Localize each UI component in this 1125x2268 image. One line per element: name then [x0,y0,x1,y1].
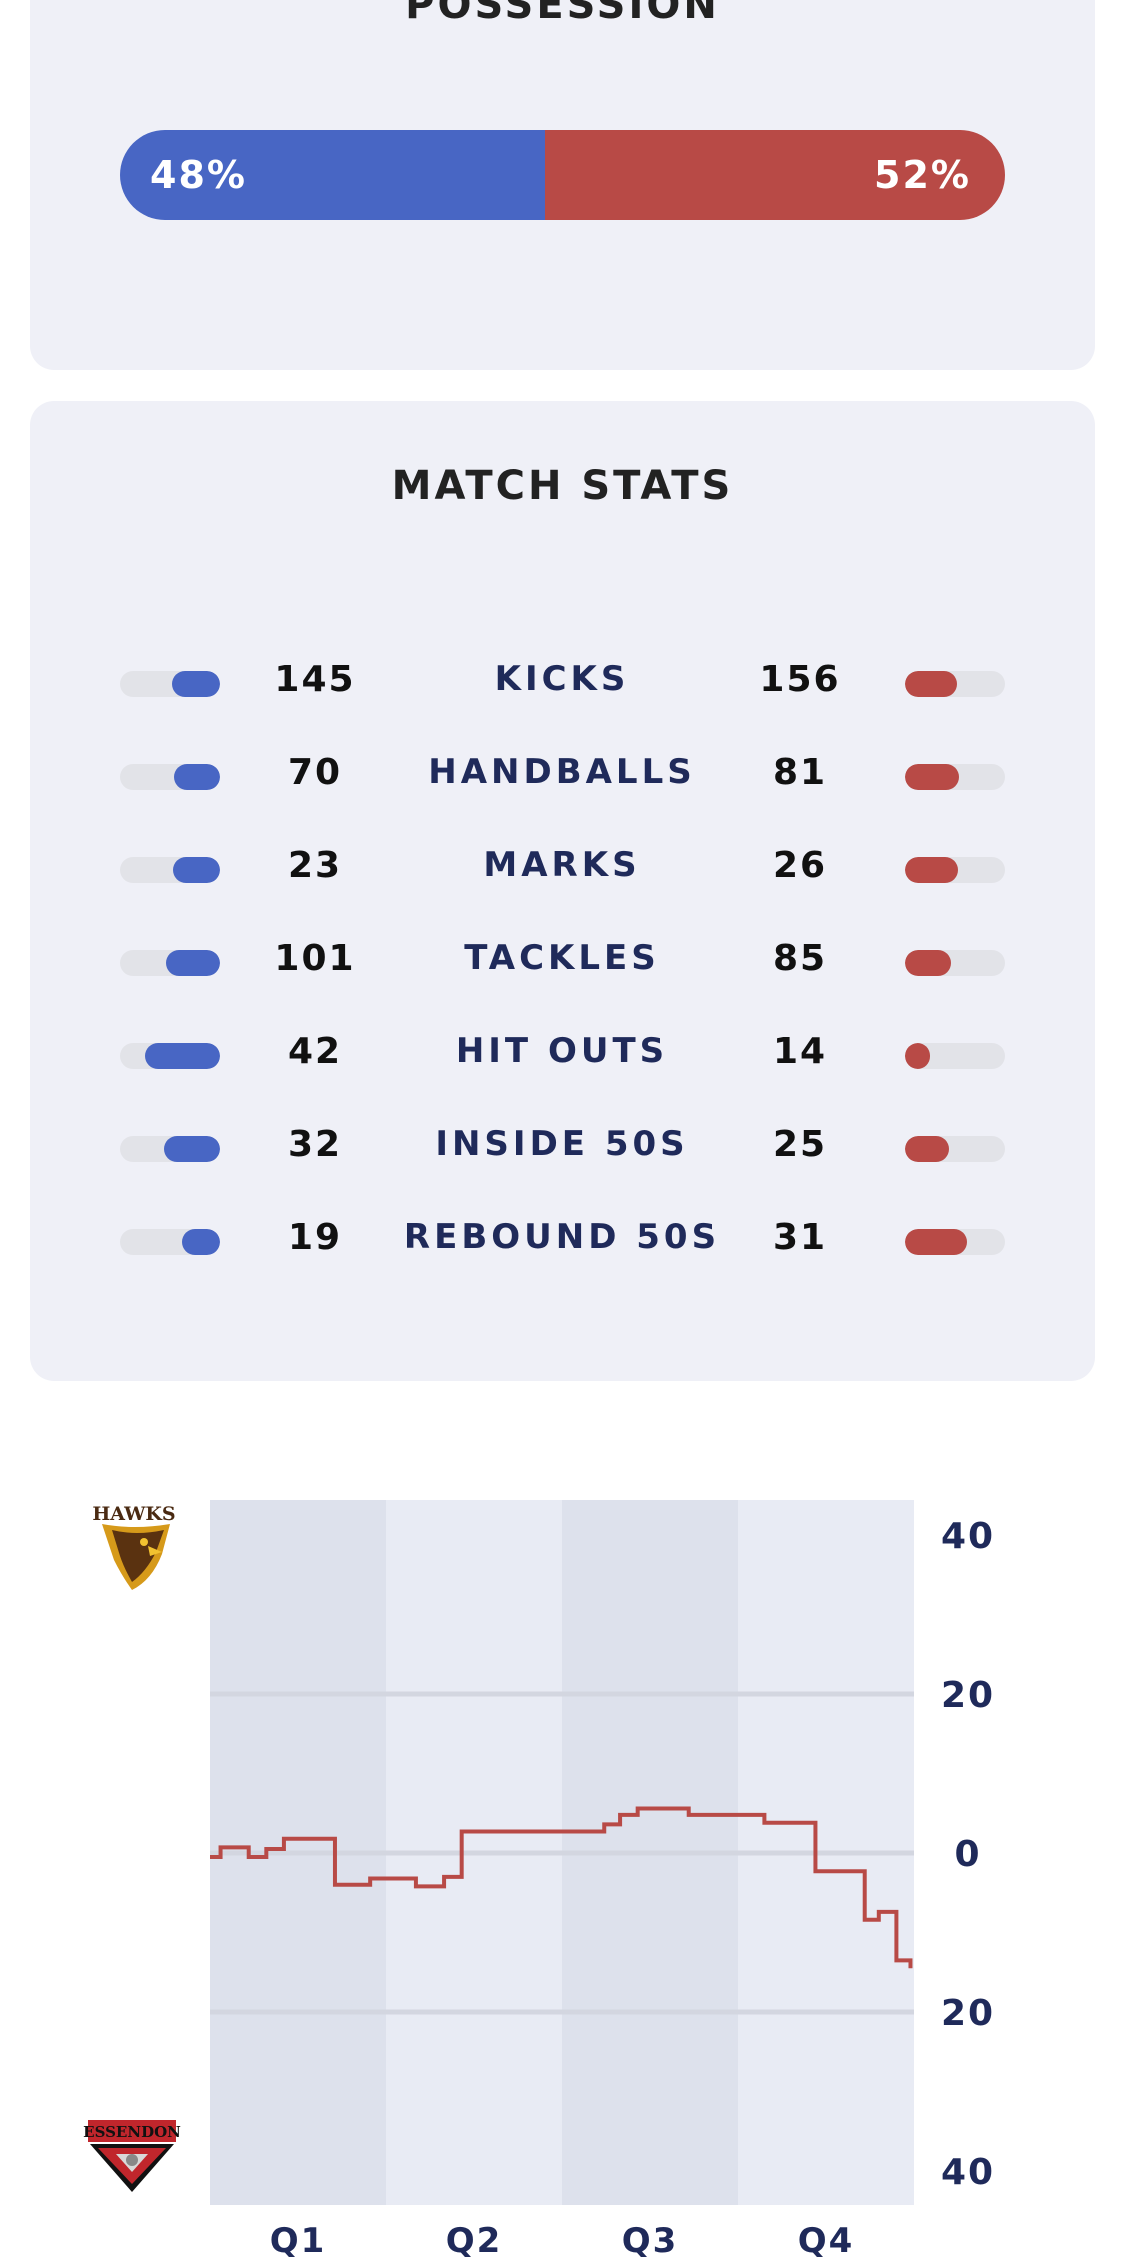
possession-home-label: 48% [150,153,247,197]
essendon-logo-text: ESSENDON [83,2123,181,2141]
away-stat-bar-fill [905,857,958,883]
possession-home-segment: 48% [120,130,545,220]
home-stat-bar [120,764,220,790]
y-tick-label: 40 [941,2152,995,2193]
away-stat-bar-fill [905,1229,967,1255]
hawks-logo-icon: HAWKS [92,1503,176,1590]
possession-away-label: 52% [874,153,971,197]
home-stat-value: 23 [287,845,343,886]
y-tick-label: 20 [941,1675,995,1716]
away-stat-value: 31 [772,1217,828,1258]
home-stat-bar-fill [182,1229,220,1255]
stat-label: REBOUND 50S [403,1217,721,1257]
away-stat-bar [905,1229,1005,1255]
home-stat-value: 145 [274,659,356,700]
y-tick-label: 0 [954,1834,981,1875]
home-stat-value: 32 [287,1124,343,1165]
home-stat-bar-fill [173,857,220,883]
away-stat-value: 81 [772,752,828,793]
away-stat-bar [905,857,1005,883]
possession-title: POSSESSION [405,0,720,28]
home-stat-bar [120,1136,220,1162]
possession-away-segment: 52% [544,130,1005,220]
home-stat-bar [120,671,220,697]
stat-label: HIT OUTS [455,1031,669,1071]
stat-row: 101 TACKLES 85 [30,932,1095,992]
away-stat-bar-fill [905,764,959,790]
away-stat-bar [905,671,1005,697]
y-axis-labels: 40 20 0 20 40 [941,1516,995,2193]
home-stat-value: 101 [274,938,356,979]
away-stat-bar [905,1043,1005,1069]
x-axis-labels: Q1 Q2 Q3 Q4 [270,2221,855,2261]
away-stat-bar-fill [905,1043,930,1069]
y-tick-label: 20 [941,1993,995,2034]
home-stat-bar-fill [166,950,220,976]
match-stats-card: MATCH STATS 145 KICKS 156 70 HANDBALLS 81 23 MA… [30,401,1095,1381]
home-stat-bar [120,1043,220,1069]
stat-label: MARKS [483,845,641,885]
away-stat-bar [905,950,1005,976]
away-stat-value: 26 [772,845,828,886]
stat-row: 23 MARKS 26 [30,839,1095,899]
stat-label: HANDBALLS [428,752,696,792]
match-stats-title: MATCH STATS [391,463,734,509]
home-stat-bar [120,950,220,976]
away-stat-value: 156 [759,659,841,700]
away-stat-bar [905,1136,1005,1162]
stat-label: TACKLES [464,938,660,978]
x-tick-label: Q3 [622,2221,679,2261]
essendon-logo-icon: ESSENDON [83,2120,181,2192]
stat-row: 19 REBOUND 50S 31 [30,1211,1095,1271]
margin-worm-line [210,1806,913,1969]
y-tick-label: 40 [941,1516,995,1557]
home-stat-value: 70 [287,752,343,793]
home-stat-bar-fill [172,671,220,697]
hawks-logo-text: HAWKS [92,1503,175,1525]
away-stat-value: 85 [772,938,828,979]
home-stat-value: 42 [287,1031,343,1072]
away-stat-bar-fill [905,1136,949,1162]
away-stat-value: 25 [772,1124,828,1165]
home-stat-bar-fill [164,1136,220,1162]
away-stat-bar [905,764,1005,790]
away-stat-bar-fill [905,671,957,697]
away-stat-bar-fill [905,950,951,976]
stat-label: INSIDE 50S [435,1124,689,1164]
home-stat-bar-fill [174,764,220,790]
stat-row: 32 INSIDE 50S 25 [30,1118,1095,1178]
home-stat-value: 19 [287,1217,343,1258]
x-tick-label: Q2 [446,2221,503,2261]
stat-row: 145 KICKS 156 [30,653,1095,713]
home-stat-bar-fill [145,1043,220,1069]
home-stat-bar [120,1229,220,1255]
possession-bar: 48% 52% [120,130,1005,220]
x-tick-label: Q4 [798,2221,855,2261]
possession-card: POSSESSION 48% 52% [30,0,1095,370]
x-tick-label: Q1 [270,2221,327,2261]
home-stat-bar [120,857,220,883]
stat-row: 42 HIT OUTS 14 [30,1025,1095,1085]
stat-label: KICKS [494,659,630,699]
away-stat-value: 14 [772,1031,828,1072]
score-worm-chart: 40 20 0 20 40 Q1 Q2 Q3 Q4 HAWKS ESSENDON [83,1500,995,2261]
gridlines [210,1691,914,2015]
stat-row: 70 HANDBALLS 81 [30,746,1095,806]
